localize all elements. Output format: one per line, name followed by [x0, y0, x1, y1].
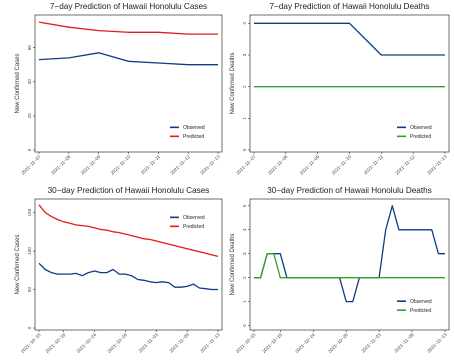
legend-label-observed: Observed	[183, 215, 205, 221]
y-tick-label: 20	[27, 113, 32, 119]
y-tick-label: 2	[242, 276, 247, 279]
plot-frame	[249, 14, 450, 153]
y-tick-label: 40	[27, 79, 32, 85]
y-tick-label: 0	[242, 324, 247, 327]
x-tick-label: 2021−10−29	[106, 332, 128, 354]
y-tick-label: 0	[242, 148, 247, 151]
x-tick-label: 2021−11−03	[360, 332, 382, 354]
series-line-observed	[38, 52, 218, 66]
legend-label-observed: Observed	[410, 299, 432, 305]
y-tick-label: 150	[27, 208, 32, 216]
x-tick-label: 2021−10−24	[75, 332, 97, 354]
x-tick-label: 2021−11−11	[140, 154, 162, 176]
series-line-predicted	[254, 253, 445, 279]
x-tick-label: 2021−10−19	[45, 332, 67, 354]
x-tick-label: 2021−11−03	[137, 332, 159, 354]
x-tick-label: 2021−11−08	[393, 332, 415, 354]
series-line-observed	[254, 22, 445, 56]
x-tick-label: 2021−10−15	[20, 332, 42, 354]
x-tick-label: 2021−11−09	[299, 154, 321, 176]
y-tick-label: 3	[242, 252, 247, 255]
chart-30day-deaths: 30−day Prediction of Hawaii Honolulu Dea…	[227, 182, 454, 363]
y-tick-label: 50	[27, 287, 32, 293]
y-tick-label: 3	[242, 53, 247, 56]
legend-label-predicted: Predicted	[410, 134, 431, 140]
y-tick-label: 4	[242, 22, 247, 25]
chart-30day-deaths-svg: 30−day Prediction of Hawaii Honolulu Dea…	[230, 186, 450, 354]
y-tick-label: 1	[242, 300, 247, 303]
series-line-observed	[38, 262, 218, 291]
plot-frame	[34, 198, 223, 331]
legend-label-observed: Observed	[183, 125, 205, 131]
x-tick-label: 2021−11−13	[426, 332, 448, 354]
legend-label-predicted: Predicted	[183, 224, 204, 230]
x-tick-label: 2021−11−08	[267, 154, 289, 176]
chart-30day-cases: 30−day Prediction of Hawaii Honolulu Cas…	[0, 182, 227, 363]
chart-7day-deaths: 7−day Prediction of Hawaii Honolulu Deat…	[227, 0, 454, 182]
x-tick-label: 2021−11−13	[199, 154, 221, 176]
y-tick-label: 0	[27, 148, 32, 151]
chart-title: 30−day Prediction of Hawaii Honolulu Cas…	[48, 186, 210, 195]
x-tick-label: 2021−10−19	[261, 332, 283, 354]
y-tick-label: 100	[27, 247, 32, 255]
x-tick-label: 2021−11−09	[80, 154, 102, 176]
y-tick-label: 2	[242, 85, 247, 88]
x-tick-label: 2021−11−07	[20, 154, 42, 176]
legend-label-predicted: Predicted	[183, 134, 204, 140]
y-axis-label: New Confirmed Cases	[15, 53, 21, 113]
series-line-observed	[254, 205, 445, 303]
y-tick-label: 0	[27, 326, 32, 329]
y-tick-label: 1	[242, 117, 247, 120]
chart-title: 30−day Prediction of Hawaii Honolulu Dea…	[267, 186, 432, 195]
y-axis-label: New Confirmed Deaths	[230, 52, 236, 114]
chart-title: 7−day Prediction of Hawaii Honolulu Case…	[50, 2, 207, 11]
x-tick-label: 2021−11−11	[363, 154, 385, 176]
x-tick-label: 2021−11−10	[331, 154, 353, 176]
x-tick-label: 2021−10−29	[327, 332, 349, 354]
y-tick-label: 4	[242, 228, 247, 231]
y-tick-label: 60	[27, 45, 32, 51]
x-tick-label: 2021−11−13	[426, 154, 448, 176]
x-tick-label: 2021−11−12	[394, 154, 416, 176]
chart-7day-deaths-svg: 7−day Prediction of Hawaii Honolulu Deat…	[230, 2, 450, 176]
legend-label-predicted: Predicted	[410, 308, 431, 314]
chart-30day-cases-svg: 30−day Prediction of Hawaii Honolulu Cas…	[15, 186, 223, 354]
x-tick-label: 2021−11−12	[169, 154, 191, 176]
plot-frame	[34, 14, 223, 153]
chart-7day-cases: 7−day Prediction of Hawaii Honolulu Case…	[0, 0, 227, 182]
y-tick-label: 5	[242, 204, 247, 207]
x-tick-label: 2021−11−08	[50, 154, 72, 176]
x-tick-label: 2021−11−08	[168, 332, 190, 354]
x-tick-label: 2021−11−13	[199, 332, 221, 354]
series-line-predicted	[38, 204, 219, 258]
y-axis-label: New Confirmed Deaths	[230, 233, 236, 295]
x-tick-label: 2021−10−15	[235, 332, 257, 354]
series-line-predicted	[38, 21, 218, 35]
chart-title: 7−day Prediction of Hawaii Honolulu Deat…	[270, 2, 430, 11]
x-tick-label: 2021−11−10	[110, 154, 132, 176]
legend-label-observed: Observed	[410, 125, 432, 131]
chart-7day-cases-svg: 7−day Prediction of Hawaii Honolulu Case…	[15, 2, 223, 176]
x-tick-label: 2021−10−24	[294, 332, 316, 354]
x-tick-label: 2021−11−07	[235, 154, 257, 176]
plot-frame	[249, 198, 450, 331]
y-axis-label: New Confirmed Cases	[15, 234, 21, 294]
